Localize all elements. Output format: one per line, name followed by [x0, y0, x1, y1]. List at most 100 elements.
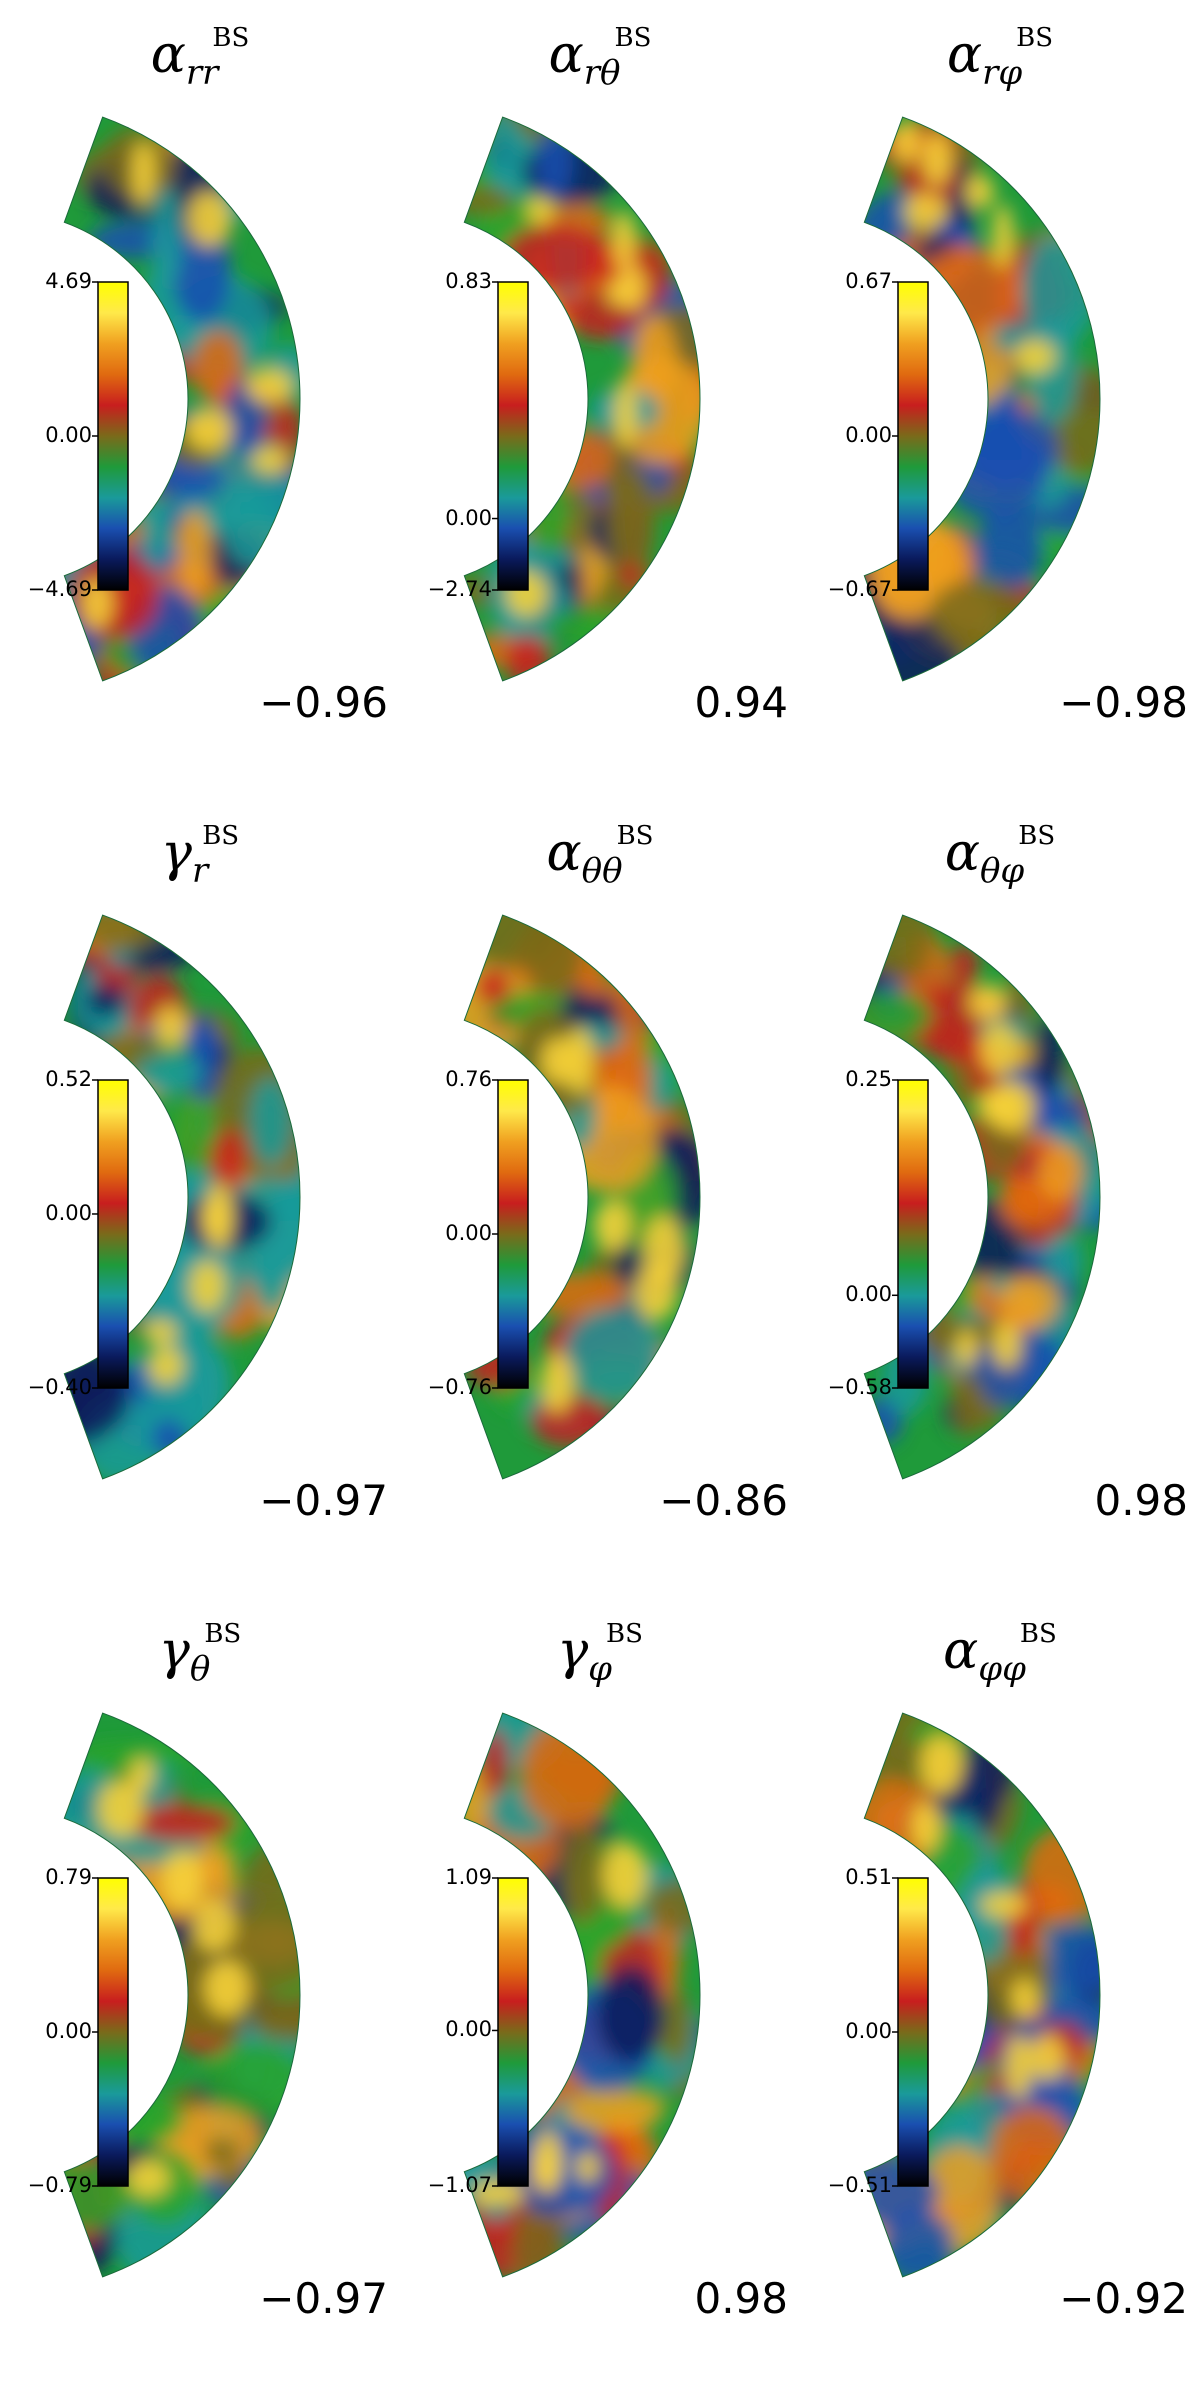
correlation-value: −0.97	[259, 2274, 388, 2323]
title-subscript: rθ	[583, 52, 621, 93]
title-symbol: α	[946, 25, 983, 85]
panel-7: γθBS 0.79 0.00 −0.79 −0.97	[0, 1596, 400, 2394]
contour-map	[863, 116, 1101, 682]
colorbar-label-min: −2.74	[427, 577, 492, 601]
correlation-value: 0.98	[1094, 1476, 1188, 1525]
colorbar	[497, 281, 529, 591]
title-superscript: BS	[1018, 821, 1056, 851]
title-superscript: BS	[202, 821, 240, 851]
title-subscript: r	[191, 850, 209, 891]
colorbar-label-zero: 0.00	[45, 423, 92, 447]
title-superscript: BS	[212, 23, 250, 53]
colorbar	[497, 1079, 529, 1389]
colorbar-label-max: 4.69	[45, 269, 92, 293]
panel-title: αφφBS	[800, 1604, 1200, 1699]
contour-map	[463, 116, 701, 682]
colorbar	[897, 281, 929, 591]
contour-map	[863, 1712, 1101, 2278]
colorbar-label-max: 0.76	[445, 1067, 492, 1091]
colorbar-label-max: 0.25	[845, 1067, 892, 1091]
colorbar	[497, 1877, 529, 2187]
title-superscript: BS	[605, 1619, 643, 1649]
colorbar-label-min: −0.79	[27, 2173, 92, 2197]
colorbar-label-min: −1.07	[427, 2173, 492, 2197]
title-superscript: BS	[1016, 23, 1054, 53]
colorbar-label-max: 0.79	[45, 1865, 92, 1889]
title-symbol: α	[548, 25, 584, 85]
colorbar-label-min: −0.67	[827, 577, 892, 601]
colorbar-label-zero: 0.00	[845, 1282, 892, 1307]
title-symbol: α	[943, 1621, 979, 1681]
panel-title: αθθBS	[400, 806, 800, 901]
colorbar-label-zero: 0.00	[445, 1221, 492, 1245]
colorbar-label-zero: 0.00	[445, 505, 492, 530]
contour-map	[63, 1712, 301, 2278]
colorbar	[97, 1877, 129, 2187]
colorbar-label-min: −0.40	[27, 1375, 92, 1399]
title-symbol: α	[150, 25, 186, 85]
correlation-value: −0.96	[259, 678, 388, 727]
contour-map	[463, 914, 701, 1480]
title-superscript: BS	[204, 1619, 242, 1649]
correlation-value: −0.92	[1059, 2274, 1188, 2323]
panel-title: αrθBS	[400, 8, 800, 103]
panel-title: αrφBS	[800, 8, 1200, 103]
colorbar-label-min: −0.58	[827, 1375, 892, 1399]
panel-5: αθθBS 0.76 0.00 −0.76 −0.86	[400, 798, 800, 1596]
title-subscript: θ	[189, 1648, 211, 1689]
contour-map	[63, 914, 301, 1480]
panel-2: αrθBS 0.83 0.00 −2.74 0.94	[400, 0, 800, 798]
colorbar-label-zero: 0.00	[45, 2019, 92, 2043]
panel-1: αrrBS 4.69 0.00 −4.69 −0.96	[0, 0, 400, 798]
title-superscript: BS	[1019, 1619, 1057, 1649]
title-subscript: rφ	[982, 52, 1023, 93]
colorbar	[97, 281, 129, 591]
panel-title: γφBS	[400, 1604, 800, 1699]
contour-map	[863, 914, 1101, 1480]
colorbar	[897, 1877, 929, 2187]
contour-map	[63, 116, 301, 682]
correlation-value: 0.98	[694, 2274, 788, 2323]
title-subscript: rr	[185, 52, 219, 93]
panel-title: γrBS	[0, 806, 400, 901]
title-symbol: α	[546, 823, 582, 883]
panel-6: αθφBS 0.25 0.00 −0.58 0.98	[800, 798, 1200, 1596]
colorbar-label-min: −4.69	[27, 577, 92, 601]
colorbar-label-max: 0.52	[45, 1067, 92, 1091]
colorbar-label-max: 0.67	[845, 269, 892, 293]
colorbar-label-zero: 0.00	[845, 423, 892, 447]
colorbar-label-zero: 0.00	[845, 2019, 892, 2043]
title-superscript: BS	[616, 821, 654, 851]
title-subscript: φφ	[978, 1648, 1026, 1689]
title-subscript: θφ	[979, 850, 1025, 891]
colorbar-label-min: −0.51	[827, 2173, 892, 2197]
colorbar-label-min: −0.76	[427, 1375, 492, 1399]
correlation-value: −0.98	[1059, 678, 1188, 727]
title-symbol: α	[944, 823, 980, 883]
title-subscript: φ	[588, 1648, 612, 1689]
title-symbol: γ	[557, 1621, 589, 1681]
panel-title: αθφBS	[800, 806, 1200, 901]
colorbar-label-max: 0.83	[445, 269, 492, 293]
correlation-value: −0.97	[259, 1476, 388, 1525]
title-symbol: γ	[158, 1621, 190, 1681]
correlation-value: 0.94	[694, 678, 788, 727]
title-subscript: θθ	[581, 850, 623, 891]
colorbar	[897, 1079, 929, 1389]
panel-3: αrφBS 0.67 0.00 −0.67 −0.98	[800, 0, 1200, 798]
contour-map	[463, 1712, 701, 2278]
panel-title: αrrBS	[0, 8, 400, 103]
colorbar-label-zero: 0.00	[45, 1200, 92, 1225]
panel-4: γrBS 0.52 0.00 −0.40 −0.97	[0, 798, 400, 1596]
colorbar-label-max: 1.09	[445, 1865, 492, 1889]
title-symbol: γ	[160, 823, 192, 883]
correlation-value: −0.86	[659, 1476, 788, 1525]
title-superscript: BS	[614, 23, 652, 53]
colorbar-label-max: 0.51	[845, 1865, 892, 1889]
colorbar-label-zero: 0.00	[445, 2017, 492, 2042]
panel-9: αφφBS 0.51 0.00 −0.51 −0.92	[800, 1596, 1200, 2394]
colorbar	[97, 1079, 129, 1389]
panel-title: γθBS	[0, 1604, 400, 1699]
panel-8: γφBS 1.09 0.00 −1.07 0.98	[400, 1596, 800, 2394]
